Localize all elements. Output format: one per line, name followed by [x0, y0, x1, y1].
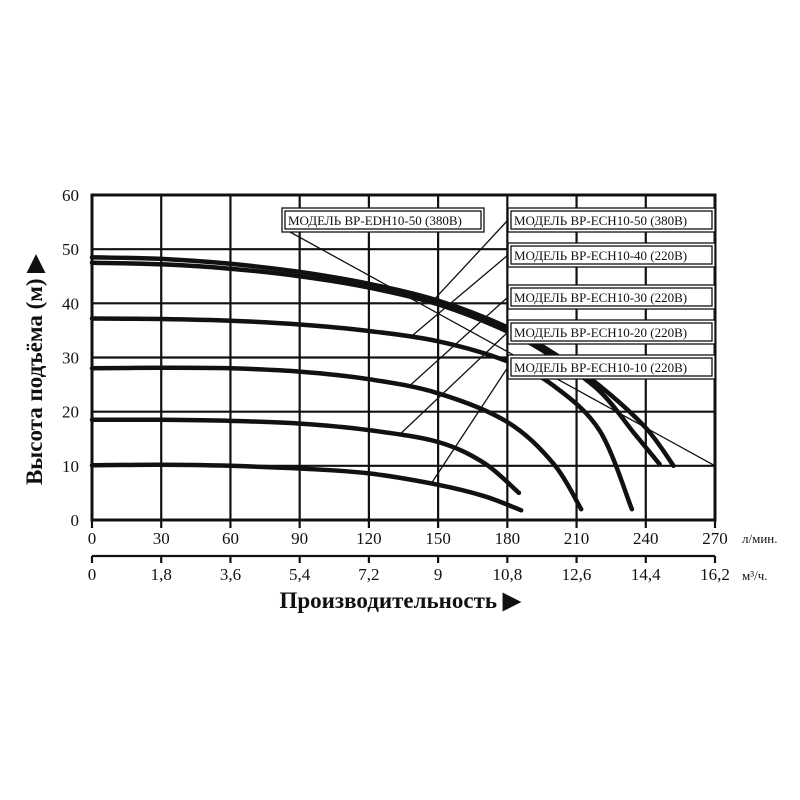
x-tick-label-secondary: 12,6: [562, 565, 592, 584]
series-ech10-40-curve: [89, 316, 635, 512]
x-tick-label-secondary: 16,2: [700, 565, 730, 584]
x-tick-label: 90: [291, 529, 308, 548]
x-tick-label: 240: [633, 529, 659, 548]
x-tick-label-secondary: 0: [88, 565, 97, 584]
legend-label: МОДЕЛЬ BP-ECH10-20 (220В): [514, 325, 687, 340]
legend-box-inner-frame: [284, 210, 482, 230]
legend-label: МОДЕЛЬ BP-ECH10-50 (380В): [514, 213, 687, 228]
series-ech10-50-curve: [89, 260, 662, 467]
legend-box: [507, 284, 716, 310]
legend-label: МОДЕЛЬ BP-ECH10-10 (220В): [514, 360, 687, 375]
y-tick-label: 50: [62, 240, 79, 259]
series-ech10-30-curve: [89, 365, 584, 512]
legend-leader-line: [430, 366, 509, 485]
legend-label: МОДЕЛЬ BP-ECH10-30 (220В): [514, 290, 687, 305]
legend-leader-line: [430, 219, 509, 304]
curves: [89, 255, 676, 513]
x-tick-labels: 0 30 60 90 120 150 180 210 240 270 0 1,8 3,6 5,4 7,2 9 1…: [88, 529, 730, 584]
series-ech10-20-curve: [89, 417, 522, 496]
legend-box-inner-frame: [510, 357, 713, 377]
y-tick-labels: 0 10 20 30 40 50 60: [62, 186, 79, 530]
legend-box: [507, 207, 716, 233]
y-tick-label: 0: [71, 511, 80, 530]
legend-box: [281, 207, 485, 233]
legend-box-inner-frame: [510, 322, 713, 342]
x-tick-label: 150: [425, 529, 451, 548]
legend-box: [507, 354, 716, 380]
y-tick-label: 10: [62, 457, 79, 476]
x-tick-label-secondary: 9: [434, 565, 443, 584]
y-axis-title: Высота подъёма (м) ▶: [22, 254, 47, 485]
x-tick-label-secondary: 14,4: [631, 565, 661, 584]
legend-leader-line: [398, 331, 509, 436]
x-tick-label: 0: [88, 529, 97, 548]
legend-leader-line: [407, 296, 509, 388]
x-tick-label: 120: [356, 529, 382, 548]
y-tick-label: 60: [62, 186, 79, 205]
x-tick-label-secondary: 7,2: [358, 565, 379, 584]
y-tick-label: 20: [62, 403, 79, 422]
legend-box: [507, 242, 716, 268]
legend-box: [507, 319, 716, 345]
y-tick-label: 40: [62, 294, 79, 313]
x-axis-title: Производительность ▶: [279, 588, 521, 613]
x-tick-label: 270: [702, 529, 728, 548]
x-tick-label: 210: [564, 529, 590, 548]
legend-box-inner-frame: [510, 210, 713, 230]
legend-leader-line: [289, 231, 716, 467]
x-tick-label-secondary: 10,8: [492, 565, 522, 584]
x-tick-label-secondary: 1,8: [151, 565, 172, 584]
x-unit-primary: л/мин.: [742, 531, 778, 546]
legend-box-inner-frame: [510, 245, 713, 265]
legend-leader-line: [410, 254, 509, 338]
x-tick-label: 60: [222, 529, 239, 548]
legend-leader-lines: [289, 219, 716, 485]
y-tick-label: 30: [62, 349, 79, 368]
x-tick-label-secondary: 5,4: [289, 565, 311, 584]
series-edh10-50-curve: [89, 255, 676, 469]
x-tick-label: 30: [153, 529, 170, 548]
legend-box-inner-frame: [510, 287, 713, 307]
x-unit-secondary: м³/ч.: [742, 568, 768, 583]
legend: МОДЕЛЬ BP-EDH10-50 (380В) МОДЕЛЬ BP-ECH10…: [281, 207, 716, 380]
x-tick-label: 180: [495, 529, 521, 548]
legend-label: МОДЕЛЬ BP-ECH10-40 (220В): [514, 248, 687, 263]
series-ech10-10-curve: [89, 462, 524, 513]
legend-label: МОДЕЛЬ BP-EDH10-50 (380В): [288, 213, 462, 228]
x-tick-label-secondary: 3,6: [220, 565, 241, 584]
